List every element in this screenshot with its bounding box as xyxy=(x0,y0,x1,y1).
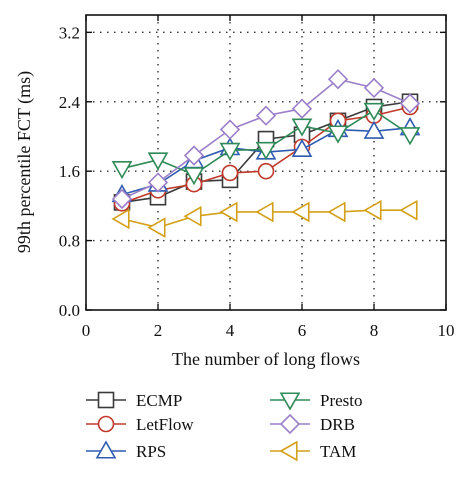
legend-label-tam: TAM xyxy=(320,442,356,461)
legend-marker-letflow xyxy=(97,415,115,433)
axis-ticks: 0 2 4 6 8 10 0.0 0.8 1.6 2.4 3.2 xyxy=(59,15,455,340)
plot-frame xyxy=(85,14,447,311)
legend-label-presto: Presto xyxy=(320,391,363,410)
data-point-tam xyxy=(255,201,274,223)
data-point-tam xyxy=(399,199,418,221)
series-drb xyxy=(111,69,421,210)
data-point-drb xyxy=(219,119,241,140)
y-axis-title: 99th percentile FCT (ms) xyxy=(14,71,35,253)
data-point-presto xyxy=(363,102,385,122)
data-point-rps xyxy=(291,138,313,158)
legend-label-ecmp: ECMP xyxy=(136,391,182,410)
data-point-drb xyxy=(147,172,169,193)
data-point-drb xyxy=(399,93,421,114)
data-point-drb xyxy=(183,145,205,166)
legend-item-presto: Presto xyxy=(270,391,363,411)
data-point-tam xyxy=(147,217,166,238)
series-presto xyxy=(111,102,421,186)
data-point-tam xyxy=(291,201,310,223)
legend-marker-drb xyxy=(279,413,301,435)
legend-label-letflow: LetFlow xyxy=(136,415,194,434)
data-point-rps xyxy=(363,120,385,139)
data-point-drb xyxy=(255,105,277,126)
data-point-presto xyxy=(255,141,277,161)
data-point-tam xyxy=(219,201,238,223)
legend-marker-ecmp xyxy=(97,391,115,409)
legend-marker-rps xyxy=(95,440,117,459)
legend-item-tam: TAM xyxy=(270,440,356,462)
data-point-tam xyxy=(327,201,346,223)
data-point-tam xyxy=(183,205,202,227)
data-point-presto xyxy=(219,142,241,161)
data-point-drb xyxy=(111,188,133,210)
data-point-tam xyxy=(111,208,130,230)
legend-item-letflow: LetFlow xyxy=(86,415,194,434)
legend-item-ecmp: ECMP xyxy=(86,391,182,410)
data-point-presto xyxy=(147,152,169,171)
x-tick-label: 6 xyxy=(298,321,307,340)
y-tick-label: 2.4 xyxy=(59,93,81,112)
grid xyxy=(86,15,446,310)
series-tam xyxy=(111,199,418,238)
x-tick-label: 8 xyxy=(370,321,379,340)
legend: ECMP LetFlow RPS Presto DRB TAM xyxy=(86,391,363,462)
data-point-drb xyxy=(363,77,385,99)
legend-item-drb: DRB xyxy=(270,413,355,435)
data-point-presto xyxy=(183,167,205,186)
data-point-presto xyxy=(291,118,313,137)
x-axis-title: The number of long flows xyxy=(172,349,360,369)
x-tick-label: 0 xyxy=(82,321,91,340)
data-point-letflow xyxy=(221,164,239,182)
x-tick-label: 10 xyxy=(438,321,455,340)
legend-label-rps: RPS xyxy=(136,442,166,461)
series-group xyxy=(111,69,421,238)
data-point-presto xyxy=(111,161,133,180)
y-tick-label: 0.8 xyxy=(59,232,80,251)
x-tick-label: 4 xyxy=(226,321,235,340)
legend-label-drb: DRB xyxy=(320,415,355,434)
y-tick-label: 0.0 xyxy=(59,301,80,320)
data-point-drb xyxy=(327,69,349,90)
legend-item-rps: RPS xyxy=(86,440,166,461)
data-point-presto xyxy=(327,125,349,144)
x-tick-label: 2 xyxy=(154,321,163,340)
data-point-drb xyxy=(291,98,313,119)
y-tick-label: 1.6 xyxy=(59,162,80,181)
y-tick-label: 3.2 xyxy=(59,23,80,42)
data-point-tam xyxy=(363,199,382,221)
data-point-presto xyxy=(399,127,421,146)
data-point-letflow xyxy=(257,162,275,180)
legend-marker-presto xyxy=(279,392,301,411)
legend-marker-tam xyxy=(279,440,298,462)
